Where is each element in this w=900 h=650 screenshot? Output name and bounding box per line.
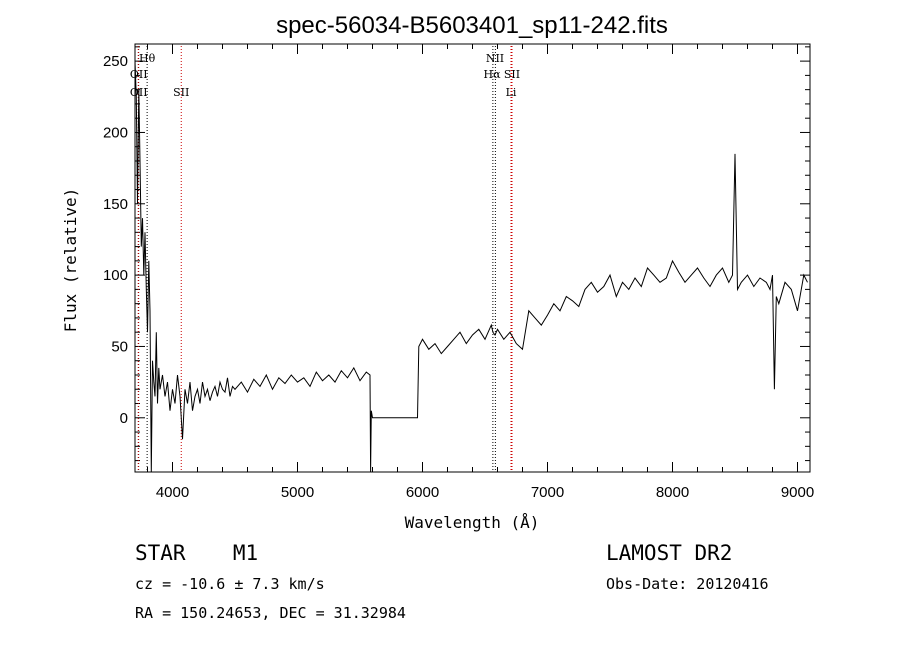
line-marker-label: SII bbox=[504, 68, 520, 81]
survey-label: LAMOST DR2 bbox=[606, 541, 733, 565]
line-marker-label: Li bbox=[506, 86, 517, 99]
x-tick-label: 6000 bbox=[406, 484, 439, 501]
x-tick-label: 7000 bbox=[531, 484, 564, 501]
obs-date-label: Obs-Date: 20120416 bbox=[606, 575, 769, 593]
object-class: STAR M1 bbox=[135, 541, 258, 565]
x-tick-label: 4000 bbox=[156, 484, 189, 501]
line-marker-label: Hθ bbox=[139, 52, 156, 65]
line-marker-label: NII bbox=[486, 52, 504, 65]
y-tick-label: 0 bbox=[120, 410, 128, 427]
y-axis-label: Flux (relative) bbox=[61, 188, 80, 333]
x-axis-label: Wavelength (Å) bbox=[405, 513, 540, 532]
y-tick-label: 50 bbox=[111, 338, 128, 355]
x-tick-label: 8000 bbox=[656, 484, 689, 501]
line-marker-label: Hα bbox=[483, 68, 501, 81]
x-axis-ticks: 4000 5000 6000 7000 8000 9000 bbox=[147, 44, 814, 501]
x-tick-label: 5000 bbox=[281, 484, 314, 501]
chart-title: spec-56034-B5603401_sp11-242.fits bbox=[276, 12, 668, 39]
y-tick-label: 200 bbox=[103, 124, 128, 141]
y-tick-label: 150 bbox=[103, 196, 128, 213]
spectrum-line bbox=[134, 61, 808, 473]
plot-frame bbox=[134, 43, 811, 473]
x-tick-label: 9000 bbox=[781, 484, 814, 501]
subclass-label: M1 bbox=[232, 541, 259, 565]
class-label: STAR bbox=[135, 541, 186, 565]
spectrum-series bbox=[134, 61, 808, 473]
redshift-label: cz = -10.6 ± 7.3 km/s bbox=[135, 575, 325, 593]
y-tick-label: 250 bbox=[103, 53, 128, 70]
line-marker-label: OII bbox=[130, 68, 148, 81]
coordinates-label: RA = 150.24653, DEC = 31.32984 bbox=[135, 604, 406, 622]
y-tick-label: 100 bbox=[103, 267, 128, 284]
y-axis-ticks: 0 50 100 150 200 250 bbox=[103, 46, 810, 462]
line-marker-label: SII bbox=[173, 86, 189, 99]
